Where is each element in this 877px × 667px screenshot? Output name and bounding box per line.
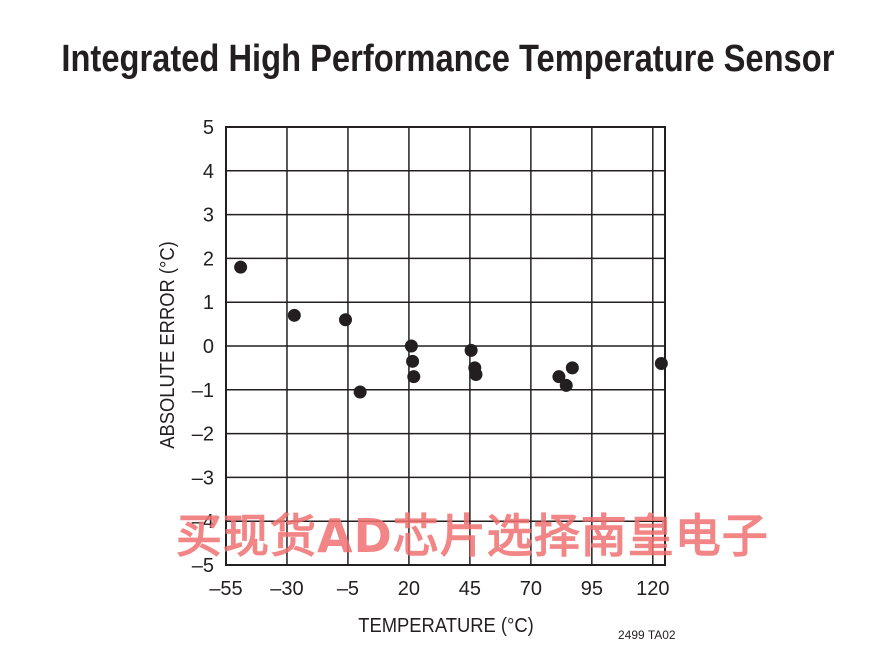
y-axis-label: ABSOLUTE ERROR (°C) bbox=[157, 241, 179, 449]
x-tick-label: 70 bbox=[520, 578, 542, 600]
data-point bbox=[353, 385, 367, 399]
data-point bbox=[406, 354, 420, 368]
y-tick-label: 0 bbox=[203, 336, 214, 358]
y-tick-label: –3 bbox=[192, 467, 214, 489]
grid bbox=[226, 127, 665, 565]
x-tick-label: 20 bbox=[398, 578, 420, 600]
x-axis-label: TEMPERATURE (°C) bbox=[358, 615, 534, 637]
y-tick-label: –5 bbox=[192, 555, 214, 577]
figure-code: 2499 TA02 bbox=[618, 628, 676, 642]
y-tick-label: –4 bbox=[192, 511, 214, 533]
data-point bbox=[404, 339, 418, 353]
y-tick-labels: 5 4 3 2 1 0 –1 –2 –3 –4 –5 bbox=[192, 117, 214, 577]
data-point bbox=[654, 357, 668, 371]
y-tick-label: 2 bbox=[203, 248, 214, 270]
x-tick-label: –55 bbox=[209, 578, 242, 600]
data-point bbox=[469, 367, 483, 381]
data-point bbox=[552, 370, 566, 384]
x-tick-label: –5 bbox=[337, 578, 359, 600]
data-points bbox=[234, 260, 668, 399]
x-tick-labels: –55 –30 –5 20 45 70 95 120 bbox=[209, 578, 669, 600]
y-tick-label: –2 bbox=[192, 424, 214, 446]
data-point bbox=[559, 378, 573, 392]
y-tick-label: 1 bbox=[203, 292, 214, 314]
data-point bbox=[339, 313, 353, 327]
y-tick-label: –1 bbox=[192, 380, 214, 402]
x-tick-label: 95 bbox=[581, 578, 603, 600]
page-title: Integrated High Performance Temperature … bbox=[61, 38, 835, 80]
data-point bbox=[464, 343, 478, 357]
plot-frame bbox=[225, 126, 666, 566]
y-tick-label: 4 bbox=[203, 161, 214, 183]
x-tick-label: 45 bbox=[459, 578, 481, 600]
x-tick-label: –30 bbox=[270, 578, 303, 600]
data-point bbox=[407, 370, 421, 384]
x-tick-label: 120 bbox=[636, 578, 669, 600]
data-point bbox=[565, 361, 579, 375]
data-point bbox=[234, 260, 248, 274]
y-tick-label: 5 bbox=[203, 117, 214, 139]
y-tick-label: 3 bbox=[203, 205, 214, 227]
watermark-text: 买现货AD芯片选择南皇电子 bbox=[176, 509, 769, 563]
data-point bbox=[287, 308, 301, 322]
